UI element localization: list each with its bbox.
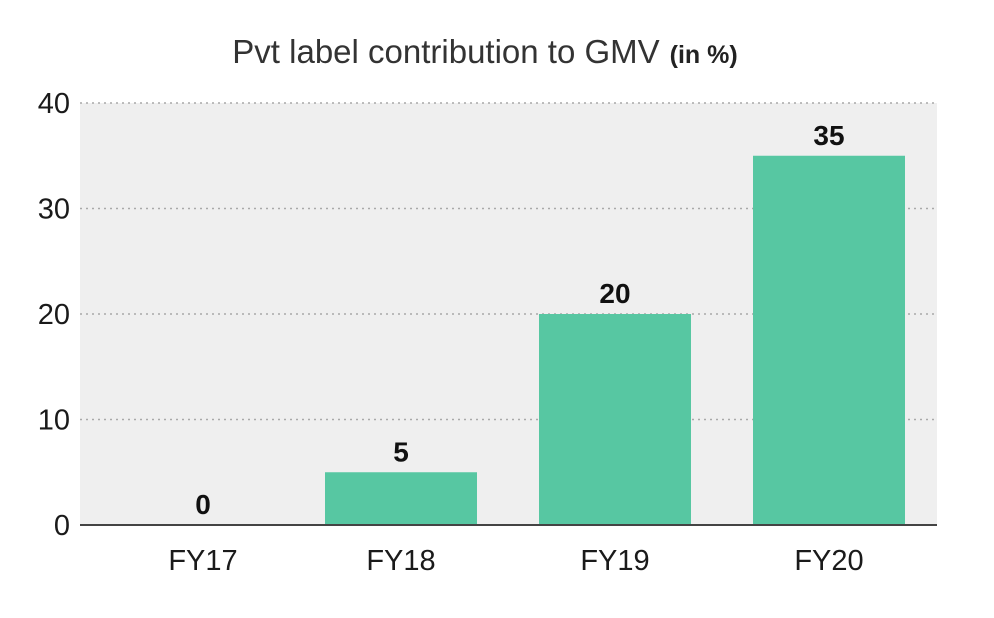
bar-fy18: [325, 472, 477, 525]
x-tick-label-fy19: FY19: [580, 545, 649, 577]
y-tick-label-30: 30: [38, 194, 70, 226]
y-tick-label-0: 0: [54, 510, 70, 542]
data-label-fy20: 35: [813, 120, 844, 151]
x-tick-label-fy17: FY17: [168, 545, 237, 577]
bar-fy19: [539, 314, 691, 525]
x-axis-ticks: FY17 FY18 FY19 FY20: [168, 545, 863, 577]
data-labels: 0 5 20 35: [195, 120, 844, 520]
data-label-fy17: 0: [195, 489, 211, 520]
y-axis-ticks: 0 10 20 30 40: [38, 88, 70, 542]
chart-title-main: Pvt label contribution to GMV: [232, 33, 659, 70]
y-tick-label-40: 40: [38, 88, 70, 120]
bar-fy20: [753, 155, 905, 525]
chart-title-unit: (in %): [670, 41, 738, 69]
bars: [325, 155, 905, 525]
data-label-fy18: 5: [393, 436, 409, 467]
y-tick-label-20: 20: [38, 299, 70, 331]
x-tick-label-fy18: FY18: [366, 545, 435, 577]
y-tick-label-10: 10: [38, 405, 70, 437]
data-label-fy19: 20: [599, 278, 630, 309]
x-tick-label-fy20: FY20: [794, 545, 863, 577]
chart-title: Pvt label contribution to GMV (in %): [232, 33, 737, 70]
